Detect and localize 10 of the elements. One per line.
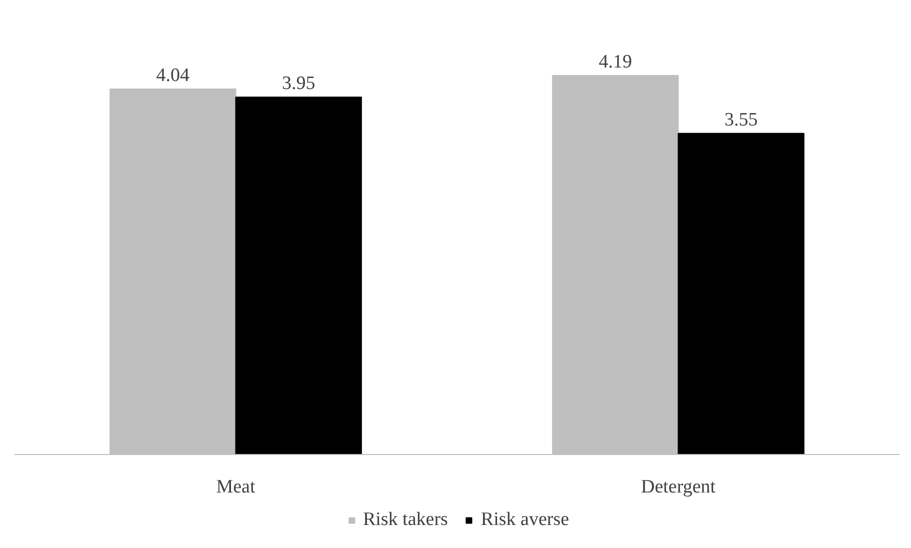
bar bbox=[235, 96, 362, 454]
legend-label: Risk averse bbox=[480, 509, 570, 531]
x-tick-label: Meat bbox=[216, 476, 256, 498]
bar bbox=[678, 132, 804, 454]
data-label: 3.55 bbox=[724, 109, 758, 130]
x-tick-label: Detergent bbox=[640, 476, 716, 498]
data-label: 3.95 bbox=[282, 73, 316, 94]
data-label: 4.19 bbox=[598, 51, 632, 72]
legend-label: Risk takers bbox=[362, 509, 448, 531]
data-label: 4.04 bbox=[156, 65, 190, 86]
